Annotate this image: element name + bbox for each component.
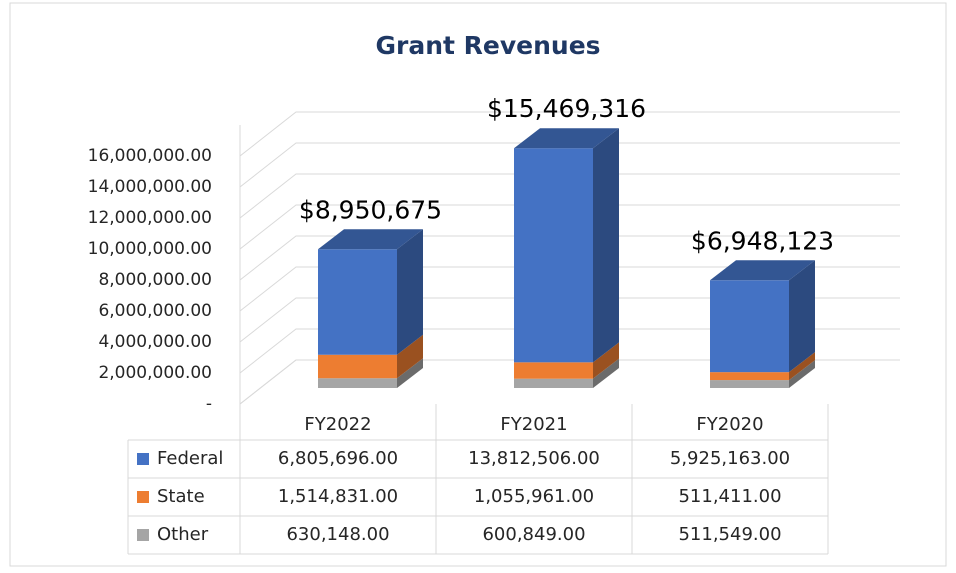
table-value: 13,812,506.00 — [468, 448, 600, 469]
total-label: $15,469,316 — [487, 94, 646, 123]
y-tick-label: 8,000,000.00 — [98, 270, 212, 290]
bar-side — [397, 334, 423, 379]
grid-line — [239, 297, 900, 343]
grid-line — [239, 266, 900, 312]
bar-front — [514, 148, 593, 363]
table-value: 630,148.00 — [286, 524, 389, 545]
bar-front — [318, 378, 397, 388]
grid-line — [239, 173, 900, 219]
grid-line — [239, 142, 900, 188]
bar-side — [789, 352, 815, 381]
table-value: 511,549.00 — [678, 524, 781, 545]
x-tick-label: FY2021 — [500, 414, 567, 435]
bar-front — [318, 249, 397, 355]
bar-top — [514, 128, 619, 149]
grid-line — [239, 328, 900, 374]
legend-swatch — [137, 529, 149, 541]
bar-front — [710, 372, 789, 381]
bar-side — [789, 360, 815, 388]
y-tick-label: 14,000,000.00 — [88, 177, 212, 197]
bar-side — [593, 128, 619, 363]
bar-side — [397, 229, 423, 355]
legend-swatch — [137, 453, 149, 465]
table-value: 1,514,831.00 — [278, 486, 398, 507]
legend-swatch — [137, 491, 149, 503]
grid-line — [239, 111, 900, 157]
grid-line — [239, 359, 900, 405]
table-value: 600,849.00 — [482, 524, 585, 545]
table-value: 6,805,696.00 — [278, 448, 398, 469]
grid-line — [239, 235, 900, 281]
bar-front — [710, 380, 789, 388]
x-tick-label: FY2022 — [304, 414, 371, 435]
y-tick-label: 10,000,000.00 — [88, 239, 212, 259]
bar-front — [318, 354, 397, 379]
table-value: 1,055,961.00 — [474, 486, 594, 507]
bar-top — [710, 260, 815, 281]
y-tick-label: 6,000,000.00 — [98, 301, 212, 321]
legend-label: Other — [157, 524, 209, 545]
table-value: 511,411.00 — [678, 486, 781, 507]
bar-side — [789, 260, 815, 373]
bar-front — [514, 362, 593, 379]
y-tick-label: - — [206, 394, 212, 414]
bar-front — [710, 280, 789, 373]
y-tick-label: 2,000,000.00 — [98, 363, 212, 383]
legend-label: Federal — [157, 448, 223, 469]
x-tick-label: FY2020 — [696, 414, 763, 435]
legend-label: State — [157, 486, 205, 507]
chart-title: Grant Revenues — [375, 31, 600, 60]
grid-line — [239, 204, 900, 250]
bar-side — [593, 358, 619, 388]
y-tick-label: 16,000,000.00 — [88, 146, 212, 166]
y-tick-label: 12,000,000.00 — [88, 208, 212, 228]
bar-front — [514, 378, 593, 388]
bar-side — [593, 342, 619, 379]
bar-side — [397, 358, 423, 388]
bar-top — [318, 229, 423, 250]
y-tick-label: 4,000,000.00 — [98, 332, 212, 352]
total-label: $6,948,123 — [691, 226, 834, 255]
total-label: $8,950,675 — [299, 195, 442, 224]
table-value: 5,925,163.00 — [670, 448, 790, 469]
